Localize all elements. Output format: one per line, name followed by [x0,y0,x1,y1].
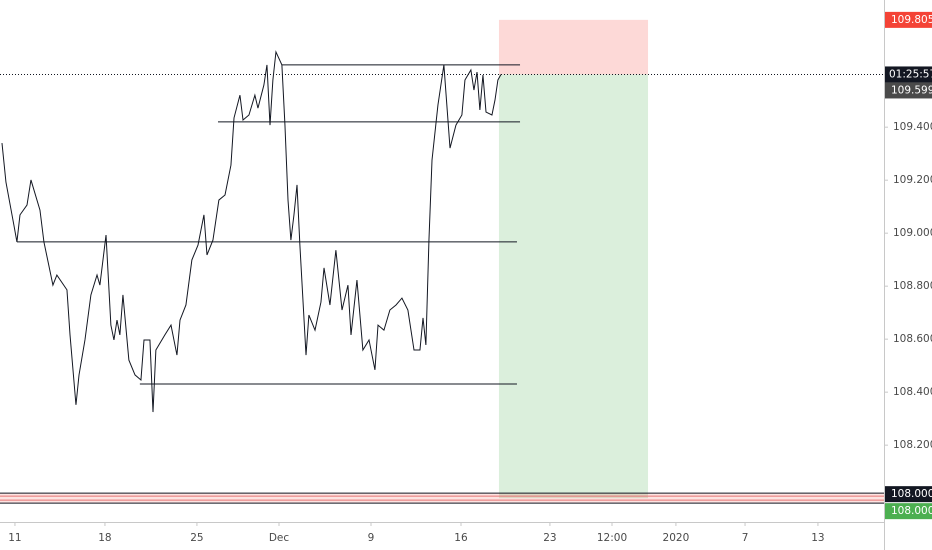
target-price-tag-box [885,503,932,520]
y-tick-label: 109.000 [893,227,932,239]
x-tick-label: 11 [8,532,21,544]
x-tick-label: Dec [269,532,290,544]
level-price-tag: 108.000 [891,488,932,500]
y-tick-label: 108.400 [893,386,932,398]
entry-price-tag: 109.599 [891,84,932,96]
y-tick-label: 109.400 [893,121,932,133]
x-tick-label: 7 [742,532,749,544]
y-tick-label: 109.200 [893,174,932,186]
stop-price-tag: 109.805 [891,14,932,26]
target-price-tag: 108.000 [891,505,932,517]
countdown: 01:25:57 [889,68,932,80]
x-tick-label: 16 [454,532,468,544]
x-tick-label: 13 [811,532,824,544]
y-tick-label: 108.200 [893,439,932,451]
y-tick-label: 108.600 [893,333,932,345]
x-tick-label: 25 [190,532,203,544]
x-tick-label: 9 [368,532,375,544]
countdown-box [885,66,932,83]
stop-price-tag-box [885,11,932,28]
x-tick-label: 23 [543,532,556,544]
x-tick-label: 2020 [663,532,690,544]
target-zone [498,74,649,499]
price-line [1,50,502,413]
level-zone [0,493,884,504]
stop-zone [498,19,649,75]
x-tick-label: 18 [98,532,111,544]
x-tick-label: 12:00 [597,532,627,544]
y-tick-label: 108.800 [893,280,932,292]
level-price-tag-box [885,486,932,503]
entry-price-tag-box [885,82,932,99]
